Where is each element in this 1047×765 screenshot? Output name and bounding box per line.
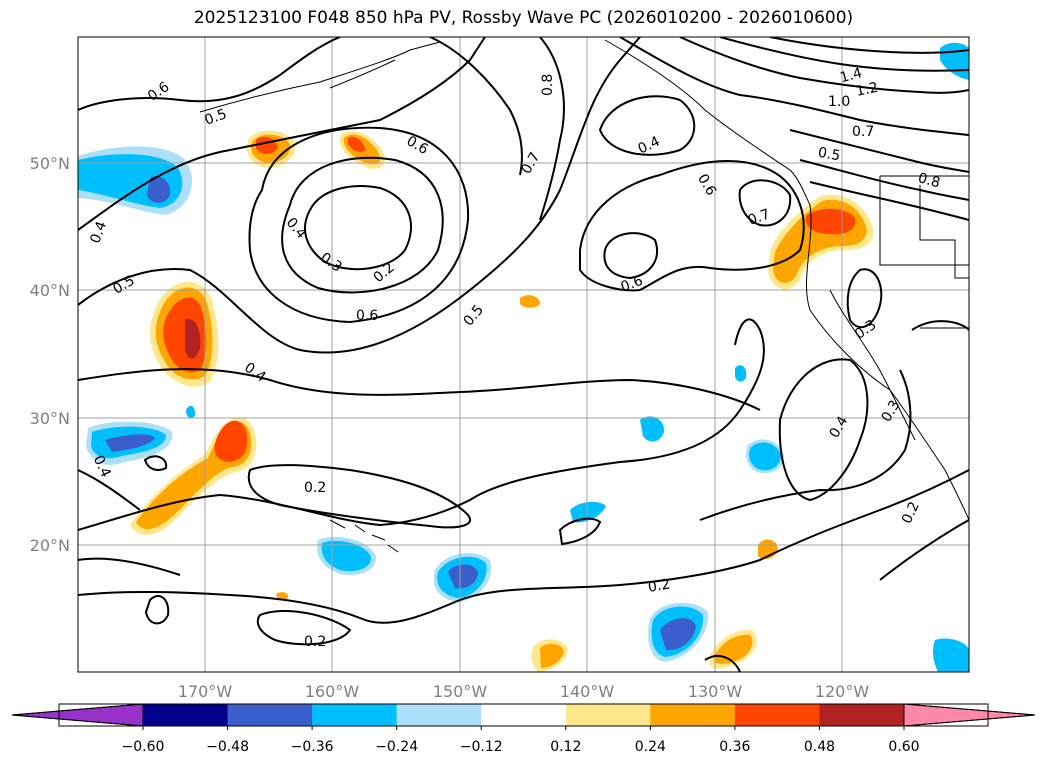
contour-label: 0.7: [746, 206, 772, 229]
contour-label: 0.5: [817, 145, 842, 165]
colorbar-segment: [143, 704, 229, 726]
lat-label: 20°N: [30, 536, 70, 555]
map-frame: [77, 36, 970, 673]
colorbar-tick-label: −0.60: [122, 739, 165, 755]
lon-label: 120°W: [815, 682, 870, 701]
contour-label: 0.6: [619, 273, 645, 296]
colorbar-extend-high: [903, 703, 1036, 727]
contour-label: 0.8: [916, 170, 942, 191]
colorbar-extend-low: [11, 703, 144, 727]
colorbar-segment: [734, 704, 820, 726]
longitude-labels: 170°W 160°W 150°W 140°W 130°W 120°W: [178, 682, 870, 701]
lon-label: 130°W: [688, 682, 743, 701]
contour-label: 0.6: [356, 308, 378, 324]
pv-shading: [78, 42, 969, 672]
lat-label: 50°N: [30, 154, 70, 173]
colorbar-segment: [565, 704, 651, 726]
contour-label: 1.0: [828, 94, 850, 110]
colorbar-tick-label: 0.12: [550, 739, 581, 755]
colorbar: −0.60 −0.48 −0.36 −0.24 −0.12 0.12 0.24 0.36 0.4…: [11, 703, 1036, 755]
contour-label: 0.5: [203, 106, 229, 129]
colorbar-segment: [650, 704, 736, 726]
lon-label: 140°W: [560, 682, 615, 701]
lon-label: 160°W: [305, 682, 360, 701]
colorbar-tick-label: −0.48: [206, 739, 249, 755]
contour-label: 0.8: [540, 74, 556, 96]
colorbar-tick-label: −0.12: [460, 739, 503, 755]
colorbar-segment: [227, 704, 313, 726]
colorbar-tick-label: 0.60: [888, 739, 919, 755]
lat-label: 30°N: [30, 409, 70, 428]
lon-label: 170°W: [178, 682, 233, 701]
coastlines: [199, 39, 969, 553]
contour-label: 1.4: [838, 65, 864, 86]
lon-label: 150°W: [433, 682, 488, 701]
map-panel: 0.6 0.5 0.6 0.8 0.4 1.4 1.2 1.0 0.7 0.5 …: [30, 36, 970, 701]
colorbar-tick-label: −0.24: [375, 739, 418, 755]
map-title: 2025123100 F048 850 hPa PV, Rossby Wave …: [193, 8, 854, 28]
contour-label: 0.2: [647, 576, 672, 596]
contour-label: 0.4: [88, 219, 111, 245]
contour-label: 0.2: [304, 634, 326, 650]
colorbar-segment: [819, 704, 905, 726]
contour-label: 0.7: [852, 124, 874, 140]
colorbar-segment: [481, 704, 567, 726]
colorbar-segment: [396, 704, 482, 726]
colorbar-segment: [312, 704, 398, 726]
colorbar-tick-label: 0.48: [804, 739, 835, 755]
colorbar-tick-label: 0.24: [635, 739, 666, 755]
colorbar-tick-label: −0.36: [291, 739, 334, 755]
lat-label: 40°N: [30, 281, 70, 300]
pv-contours: [78, 37, 969, 672]
contour-label: 0.2: [304, 480, 326, 496]
contour-label: 1.2: [855, 80, 880, 100]
graticule: [78, 37, 969, 672]
colorbar-tick-label: 0.36: [719, 739, 750, 755]
latitude-labels: 50°N 40°N 30°N 20°N: [30, 154, 70, 555]
